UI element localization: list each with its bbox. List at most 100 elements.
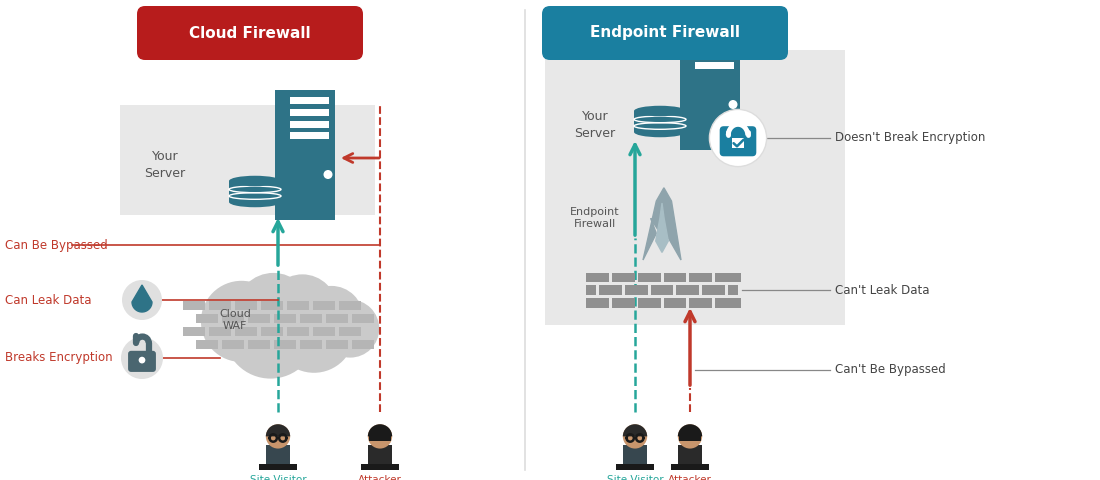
Circle shape bbox=[201, 281, 282, 362]
Bar bbox=[690, 273, 712, 282]
Wedge shape bbox=[678, 424, 702, 436]
Bar bbox=[222, 314, 244, 323]
Bar bbox=[679, 435, 701, 441]
Bar bbox=[314, 301, 336, 310]
Bar bbox=[300, 314, 322, 323]
Text: Your
Server: Your Server bbox=[574, 110, 616, 140]
Ellipse shape bbox=[229, 186, 280, 192]
Bar bbox=[695, 39, 734, 46]
FancyBboxPatch shape bbox=[542, 6, 788, 60]
Bar bbox=[352, 340, 374, 349]
Bar bbox=[702, 285, 725, 295]
Text: Site Visitor: Site Visitor bbox=[607, 475, 663, 480]
Circle shape bbox=[139, 357, 145, 363]
Bar bbox=[326, 340, 348, 349]
Ellipse shape bbox=[634, 123, 686, 129]
Circle shape bbox=[266, 424, 290, 448]
Bar bbox=[728, 285, 738, 295]
Bar bbox=[586, 298, 608, 308]
Circle shape bbox=[274, 291, 354, 373]
Bar bbox=[290, 132, 329, 139]
Text: Attacker: Attacker bbox=[359, 475, 402, 480]
Circle shape bbox=[267, 275, 338, 344]
Circle shape bbox=[235, 273, 311, 348]
Ellipse shape bbox=[229, 197, 280, 207]
Text: Can Leak Data: Can Leak Data bbox=[6, 293, 91, 307]
Bar bbox=[544, 50, 845, 325]
Bar bbox=[663, 273, 686, 282]
Bar bbox=[631, 441, 639, 447]
Bar bbox=[209, 327, 231, 336]
Circle shape bbox=[321, 300, 380, 358]
Circle shape bbox=[224, 286, 317, 379]
Bar bbox=[314, 327, 336, 336]
Circle shape bbox=[323, 170, 332, 179]
FancyBboxPatch shape bbox=[138, 6, 363, 60]
Bar bbox=[690, 298, 712, 308]
Bar bbox=[209, 301, 231, 310]
FancyBboxPatch shape bbox=[128, 351, 156, 372]
Text: Endpoint
Firewall: Endpoint Firewall bbox=[570, 207, 619, 229]
Bar bbox=[598, 285, 622, 295]
Bar bbox=[290, 120, 329, 128]
Bar bbox=[261, 327, 283, 336]
Bar bbox=[738, 298, 741, 308]
Bar bbox=[352, 314, 374, 323]
Bar bbox=[248, 314, 270, 323]
Bar bbox=[612, 298, 635, 308]
Bar bbox=[229, 181, 280, 202]
Bar bbox=[650, 285, 673, 295]
Polygon shape bbox=[656, 203, 669, 252]
Circle shape bbox=[678, 424, 702, 448]
Bar bbox=[625, 285, 648, 295]
Bar bbox=[196, 340, 218, 349]
Bar bbox=[266, 445, 290, 464]
Circle shape bbox=[299, 286, 363, 350]
Circle shape bbox=[623, 424, 647, 448]
Text: Endpoint Firewall: Endpoint Firewall bbox=[590, 25, 740, 40]
Wedge shape bbox=[367, 424, 393, 436]
Bar bbox=[616, 464, 654, 470]
Bar bbox=[290, 97, 329, 104]
Bar bbox=[638, 298, 660, 308]
Bar bbox=[678, 445, 702, 464]
Bar bbox=[261, 301, 283, 310]
Bar bbox=[663, 298, 686, 308]
Text: Cloud
WAF: Cloud WAF bbox=[219, 309, 251, 331]
Bar bbox=[274, 314, 296, 323]
Bar bbox=[671, 464, 710, 470]
Polygon shape bbox=[644, 188, 681, 260]
Bar bbox=[183, 301, 205, 310]
Bar bbox=[326, 314, 348, 323]
Bar bbox=[733, 138, 744, 148]
Text: Cloud Firewall: Cloud Firewall bbox=[189, 25, 311, 40]
Bar bbox=[367, 445, 393, 464]
Bar bbox=[368, 435, 392, 441]
Bar bbox=[586, 273, 608, 282]
Bar bbox=[235, 301, 257, 310]
Bar bbox=[586, 285, 596, 295]
Wedge shape bbox=[623, 424, 647, 436]
Bar bbox=[695, 50, 734, 58]
Text: Can't Leak Data: Can't Leak Data bbox=[835, 284, 930, 297]
Circle shape bbox=[728, 100, 737, 109]
Bar bbox=[274, 441, 282, 447]
Bar bbox=[300, 340, 322, 349]
Bar bbox=[120, 105, 375, 215]
Bar bbox=[634, 111, 686, 132]
Polygon shape bbox=[132, 285, 152, 312]
Bar bbox=[222, 340, 244, 349]
Bar bbox=[274, 340, 296, 349]
Bar bbox=[361, 464, 399, 470]
Text: Breaks Encryption: Breaks Encryption bbox=[6, 351, 112, 364]
Bar bbox=[290, 109, 329, 116]
Text: Can Be Bypassed: Can Be Bypassed bbox=[6, 239, 108, 252]
Ellipse shape bbox=[634, 106, 686, 116]
FancyBboxPatch shape bbox=[719, 126, 757, 156]
Bar bbox=[738, 273, 741, 282]
Bar bbox=[196, 314, 218, 323]
Ellipse shape bbox=[229, 176, 280, 186]
Circle shape bbox=[122, 280, 162, 320]
Bar bbox=[339, 327, 361, 336]
Text: Doesn't Break Encryption: Doesn't Break Encryption bbox=[835, 132, 986, 144]
